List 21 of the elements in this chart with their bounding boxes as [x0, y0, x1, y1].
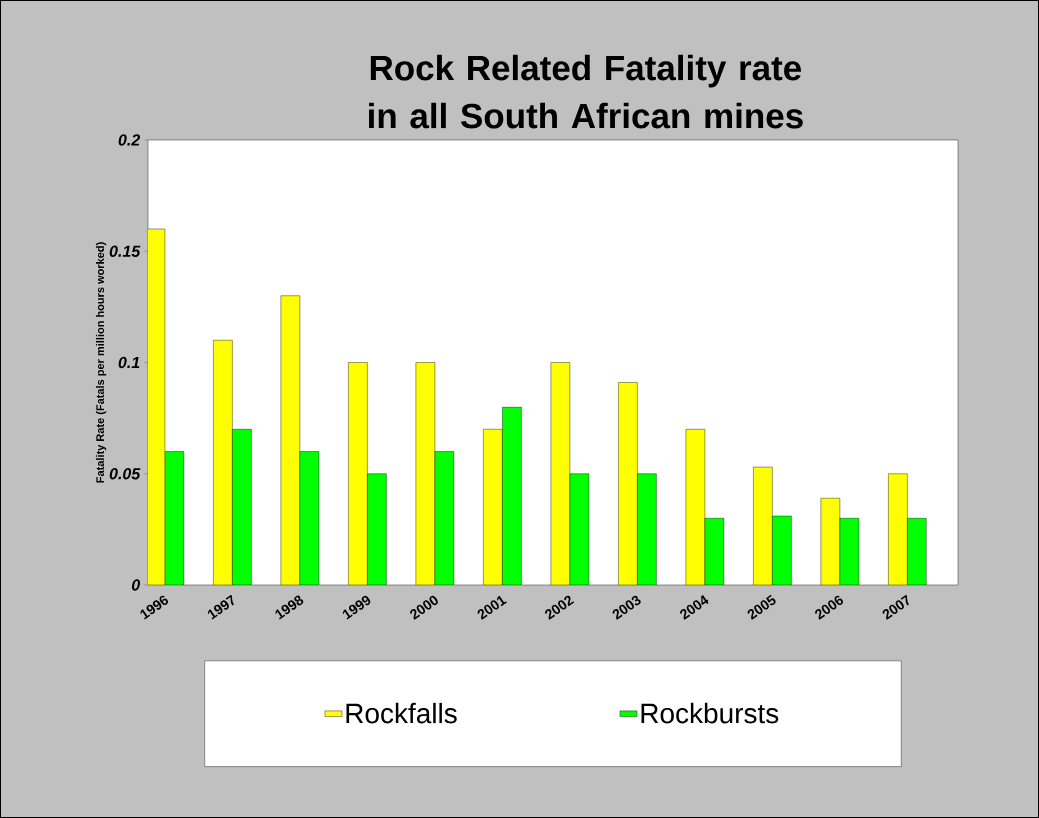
- bar: [888, 473, 908, 585]
- bar: [483, 429, 503, 585]
- y-tick-label: 0: [131, 579, 141, 591]
- bar: [232, 429, 252, 585]
- y-tick-label: 0.2: [118, 134, 141, 146]
- y-tick-label: 0.15: [109, 245, 141, 257]
- bar: [618, 382, 638, 585]
- bar: [753, 467, 773, 585]
- bar: [637, 473, 657, 585]
- y-axis-title: Fatality Rate (Fatals per million hours worked): [95, 242, 107, 483]
- bar: [367, 473, 387, 585]
- bar: [213, 340, 233, 585]
- bar: [907, 518, 927, 585]
- bar: [502, 406, 522, 585]
- legend-label: Rockfalls: [346, 702, 457, 724]
- bar: [348, 362, 368, 585]
- y-tick-label: 0.1: [118, 356, 140, 369]
- y-tick-label: 0.05: [109, 468, 141, 480]
- legend-label: Rockbursts: [641, 702, 779, 724]
- chart-title: Rock Related Fatality rate in all South African mines: [369, 54, 803, 129]
- bar: [772, 516, 792, 585]
